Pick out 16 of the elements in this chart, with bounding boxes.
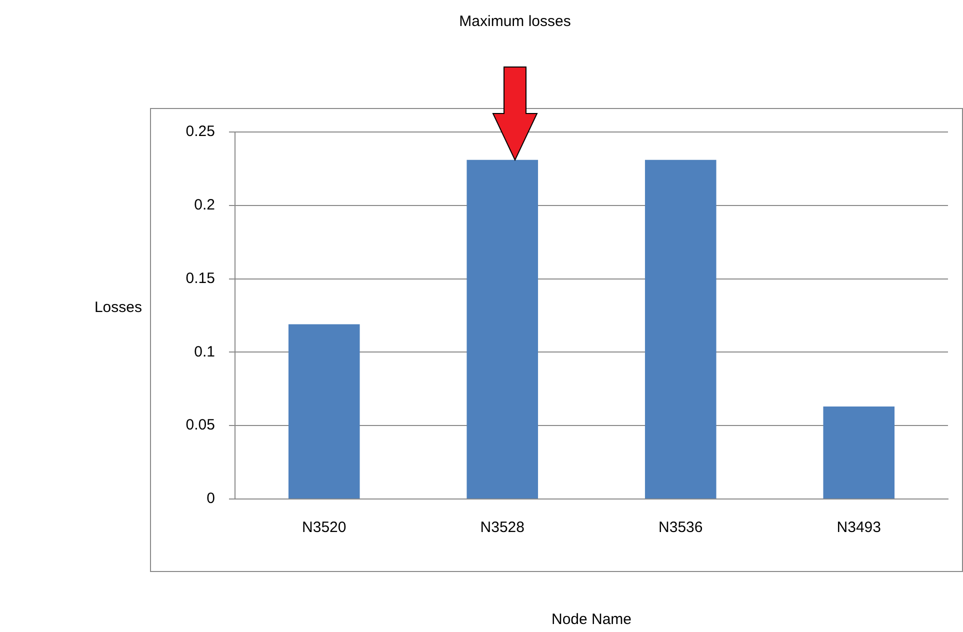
x-tick-label: N3536	[658, 519, 703, 536]
y-tick-label: 0.25	[186, 123, 215, 140]
y-tick-label: 0.05	[186, 416, 215, 434]
x-tick-label: N3493	[836, 519, 881, 536]
x-tick-label: N3528	[480, 519, 524, 536]
y-tick-label: 0.1	[194, 343, 215, 360]
bar	[288, 324, 360, 498]
text: Maximum losses	[459, 13, 571, 30]
x-tick-label: N3520	[302, 519, 346, 536]
y-axis-title: Losses	[94, 299, 142, 316]
y-tick-label: 0.15	[186, 270, 215, 287]
bar	[823, 406, 895, 498]
x-axis-title: Node Name	[551, 611, 632, 628]
y-tick-label: 0.2	[194, 196, 215, 214]
bar	[644, 160, 716, 498]
y-tick-label: 0	[206, 490, 215, 508]
